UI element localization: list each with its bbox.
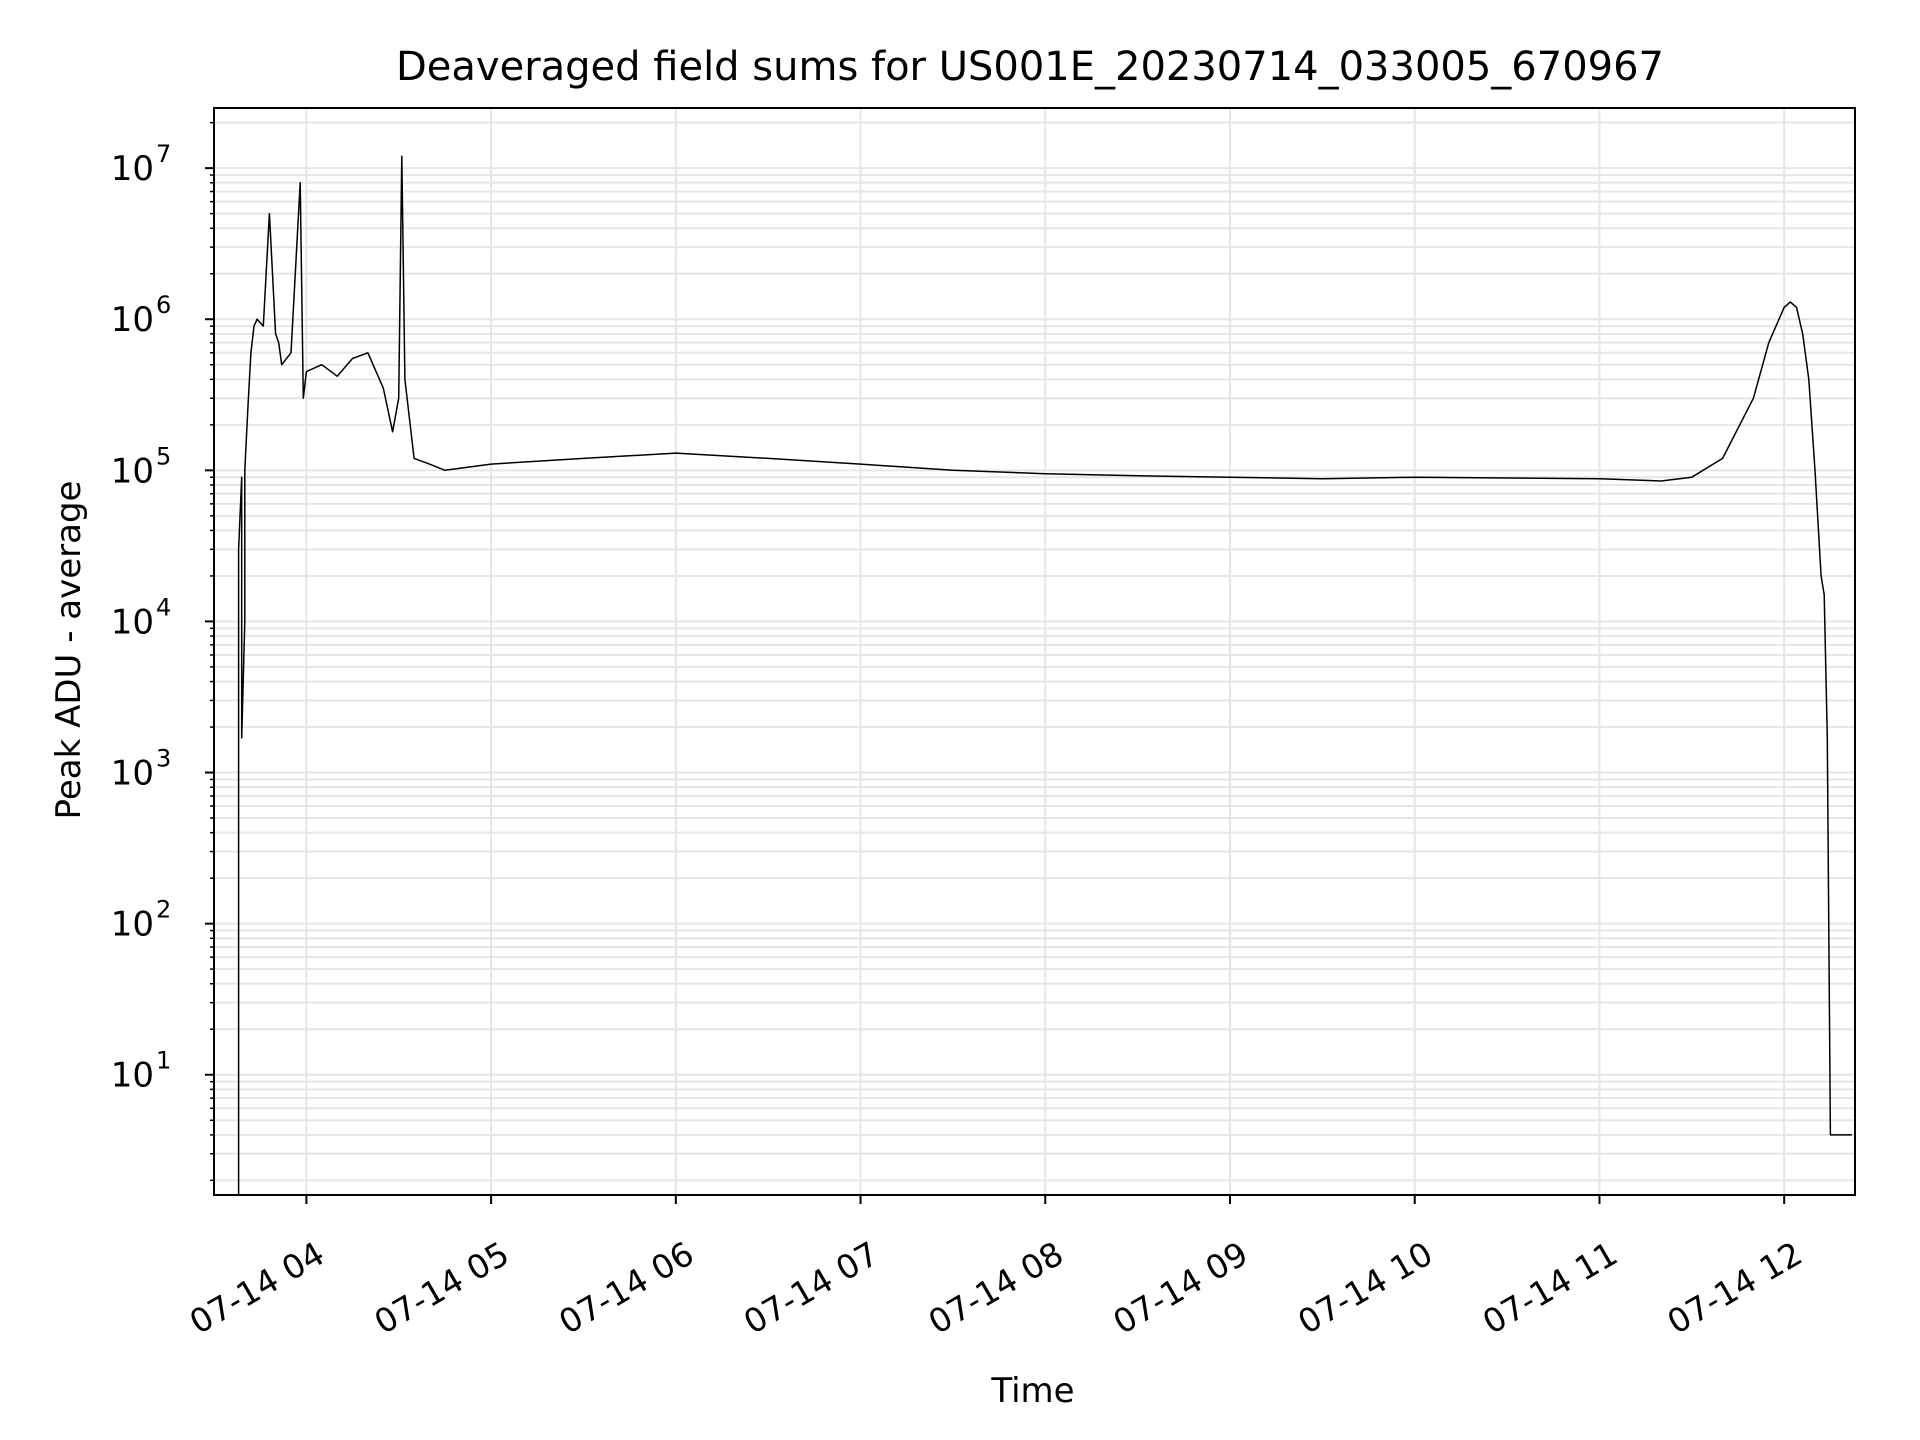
y-tick-label: 10 bbox=[111, 149, 154, 189]
y-tick-exponent: 7 bbox=[156, 140, 171, 168]
x-tick-label: 07-14 07 bbox=[737, 1234, 885, 1342]
y-tick-exponent: 2 bbox=[156, 896, 171, 924]
y-tick-label: 10 bbox=[111, 1056, 154, 1096]
grid bbox=[214, 108, 1855, 1195]
x-tick-label: 07-14 06 bbox=[552, 1234, 700, 1342]
y-tick-label: 10 bbox=[111, 602, 154, 642]
y-tick-exponent: 3 bbox=[156, 745, 171, 773]
y-tick-label: 10 bbox=[111, 905, 154, 945]
x-tick-label: 07-14 10 bbox=[1291, 1234, 1439, 1342]
series-line-0 bbox=[237, 155, 1852, 1195]
y-tick-exponent: 6 bbox=[156, 291, 171, 319]
x-tick-label: 07-14 09 bbox=[1106, 1234, 1254, 1342]
plot-frame bbox=[213, 107, 1856, 1196]
x-tick-label: 07-14 05 bbox=[368, 1234, 516, 1342]
y-tick-exponent: 4 bbox=[156, 593, 171, 621]
x-tick-label: 07-14 11 bbox=[1476, 1234, 1624, 1342]
y-tick-exponent: 1 bbox=[156, 1047, 171, 1075]
x-tick-label: 07-14 12 bbox=[1661, 1234, 1809, 1342]
y-tick-exponent: 5 bbox=[156, 442, 171, 470]
y-tick-label: 10 bbox=[111, 754, 154, 794]
y-axis-label: Peak ADU - average bbox=[49, 481, 89, 820]
x-tick-label: 07-14 04 bbox=[183, 1234, 331, 1342]
y-tick-label: 10 bbox=[111, 300, 154, 340]
x-tick-label: 07-14 08 bbox=[922, 1234, 1070, 1342]
plot-area bbox=[237, 155, 1852, 1195]
y-tick-label: 10 bbox=[111, 451, 154, 491]
x-axis-label: Time bbox=[990, 1371, 1074, 1411]
chart-title: Deaveraged field sums for US001E_2023071… bbox=[396, 44, 1664, 90]
